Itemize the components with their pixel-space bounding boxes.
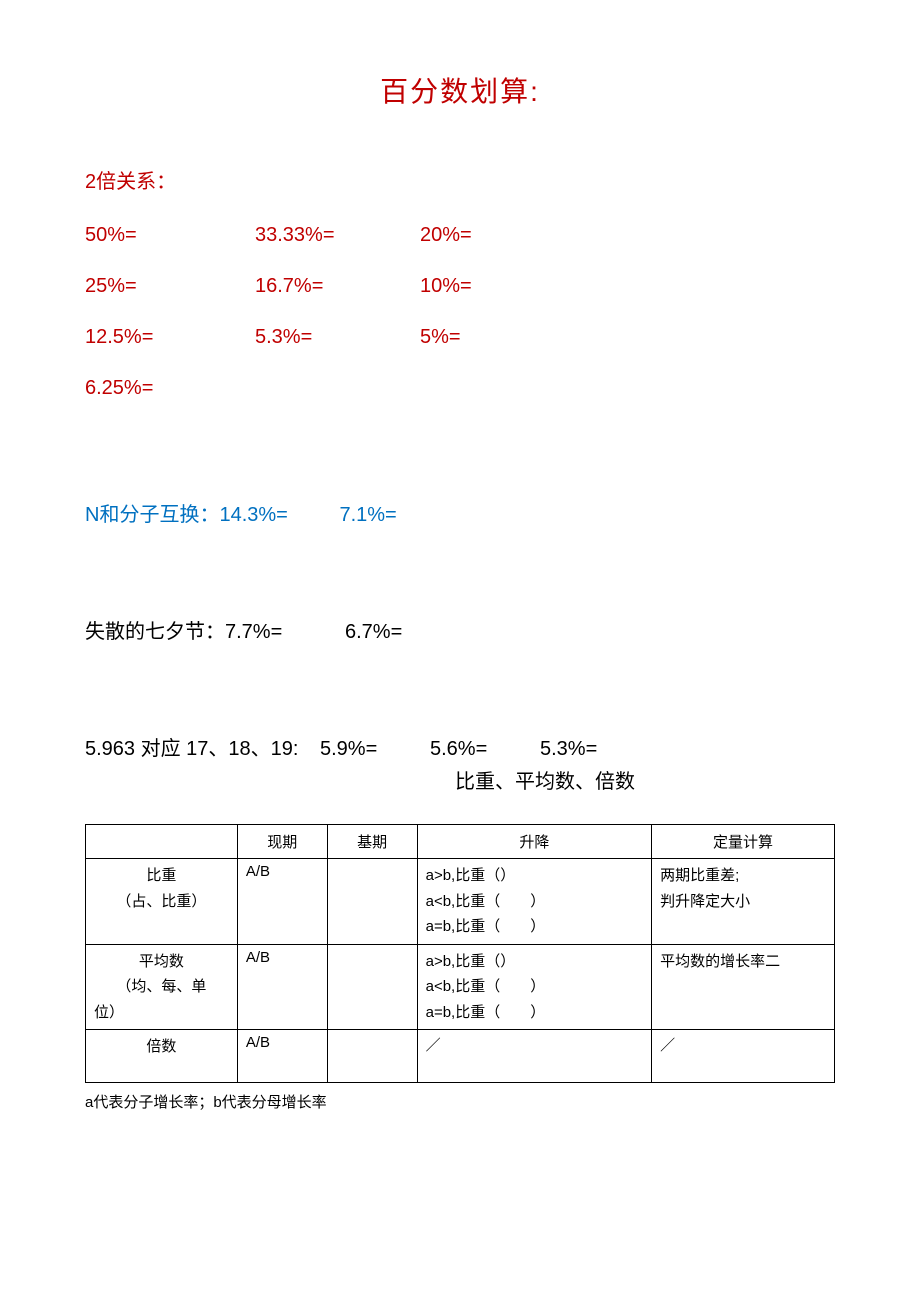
section1-row-2: 12.5%= 5.3%= 5%=: [85, 326, 835, 349]
th-updown: 升降: [417, 825, 652, 859]
updown-line: a<b,比重（ ）: [426, 889, 644, 915]
cell-base: [327, 1030, 417, 1083]
cell-calc: 两期比重差; 判升降定大小: [652, 859, 835, 945]
section2-item-0: 14.3%=: [219, 504, 339, 527]
cell: 16.7%=: [255, 275, 420, 298]
calc-line: 两期比重差;: [660, 863, 826, 889]
table-row: 平均数 （均、每、单 位） A/B a>b,比重（） a<b,比重（ ） a=b…: [86, 944, 835, 1030]
cell-base: [327, 859, 417, 945]
cell-calc: 平均数的增长率二: [652, 944, 835, 1030]
section2-label: N和分子互换：: [85, 504, 219, 526]
th-base: 基期: [327, 825, 417, 859]
cell: 50%=: [85, 224, 255, 247]
page-title: 百分数划算:: [85, 70, 835, 110]
table-row: 倍数 A/B ／ ／: [86, 1030, 835, 1083]
cell-current: A/B: [237, 859, 327, 945]
footnote: a代表分子增长率；b代表分母增长率: [85, 1091, 835, 1112]
cell: 5.3%=: [255, 326, 420, 349]
updown-line: a>b,比重（）: [426, 863, 644, 889]
updown-line: a=b,比重（ ）: [426, 914, 644, 940]
cell-updown: ／: [417, 1030, 652, 1083]
section2-item-1: 7.1%=: [339, 504, 396, 527]
row-label: 倍数: [86, 1030, 238, 1083]
th-blank: [86, 825, 238, 859]
section3-label: 失散的七夕节：: [85, 621, 225, 643]
section4-item-0: 5.9%=: [320, 738, 430, 761]
section4-item-2: 5.3%=: [540, 738, 620, 761]
th-calc: 定量计算: [652, 825, 835, 859]
section1-header: 2倍关系：: [85, 165, 835, 194]
cell-calc: ／: [652, 1030, 835, 1083]
subtitle: 比重、平均数、倍数: [85, 765, 835, 794]
calc-line: 判升降定大小: [660, 889, 826, 915]
updown-line: a=b,比重（ ）: [426, 1000, 644, 1026]
row-label: 平均数 （均、每、单 位）: [86, 944, 238, 1030]
label-line: 位）: [94, 1000, 229, 1026]
section1-row-0: 50%= 33.33%= 20%=: [85, 224, 835, 247]
updown-line: a<b,比重（ ）: [426, 974, 644, 1000]
cell: 6.25%=: [85, 377, 255, 400]
section4-item-1: 5.6%=: [430, 738, 540, 761]
cell: 25%=: [85, 275, 255, 298]
cell-updown: a>b,比重（） a<b,比重（ ） a=b,比重（ ）: [417, 944, 652, 1030]
calc-line: 平均数的增长率二: [660, 949, 826, 975]
label-line: （占、比重）: [94, 889, 229, 915]
label-line: 倍数: [94, 1034, 229, 1060]
cell-current: A/B: [237, 944, 327, 1030]
cell-base: [327, 944, 417, 1030]
section3-item-0: 7.7%=: [225, 621, 345, 644]
cell: 5%=: [420, 326, 520, 349]
table-row: 比重 （占、比重） A/B a>b,比重（） a<b,比重（ ） a=b,比重（…: [86, 859, 835, 945]
cell: 20%=: [420, 224, 520, 247]
updown-line: a>b,比重（）: [426, 949, 644, 975]
cell-current: A/B: [237, 1030, 327, 1083]
label-line: （均、每、单: [94, 974, 229, 1000]
section3: 失散的七夕节：7.7%=6.7%=: [85, 615, 835, 644]
label-line: 比重: [94, 863, 229, 889]
cell: 10%=: [420, 275, 520, 298]
section4: 5.963 对应 17、18、19:5.9%=5.6%=5.3%=: [85, 732, 835, 761]
section4-label: 5.963 对应 17、18、19:: [85, 732, 320, 761]
main-table: 现期 基期 升降 定量计算 比重 （占、比重） A/B a>b,比重（） a<b…: [85, 824, 835, 1083]
label-line: 平均数: [94, 949, 229, 975]
section1-row-1: 25%= 16.7%= 10%=: [85, 275, 835, 298]
table-header-row: 现期 基期 升降 定量计算: [86, 825, 835, 859]
cell: 12.5%=: [85, 326, 255, 349]
section2: N和分子互换：14.3%=7.1%=: [85, 498, 835, 527]
section1-row-3: 6.25%=: [85, 377, 835, 400]
cell: 33.33%=: [255, 224, 420, 247]
row-label: 比重 （占、比重）: [86, 859, 238, 945]
th-current: 现期: [237, 825, 327, 859]
cell-updown: a>b,比重（） a<b,比重（ ） a=b,比重（ ）: [417, 859, 652, 945]
section3-item-1: 6.7%=: [345, 621, 402, 644]
